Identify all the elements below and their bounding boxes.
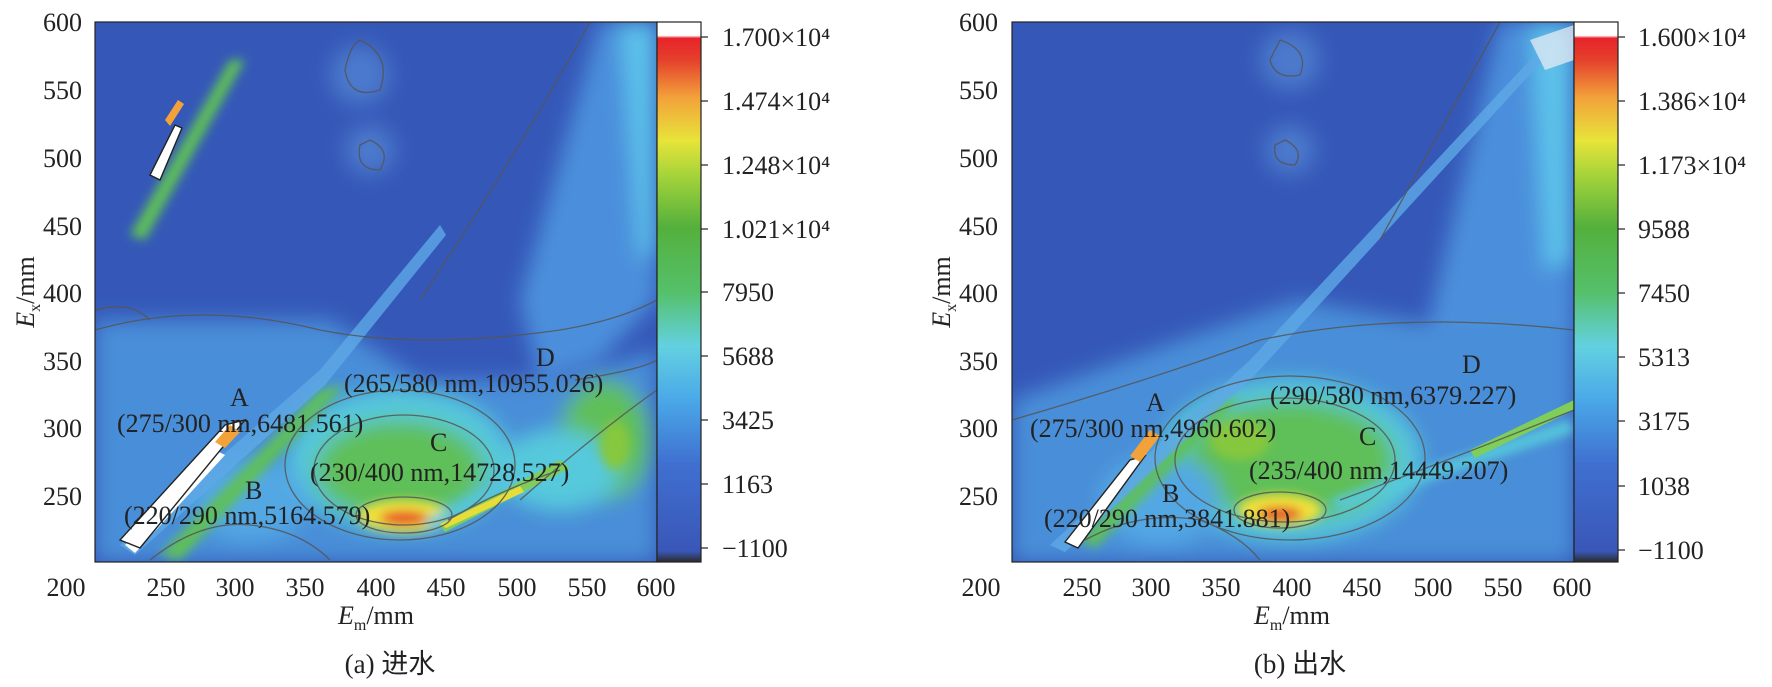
y-tick-label: 250 bbox=[43, 482, 82, 511]
y-tick-label: 550 bbox=[43, 76, 82, 105]
colorbar-tick-label: 1.600×10⁴ bbox=[1638, 23, 1746, 52]
x-tick-label: 500 bbox=[1414, 573, 1453, 602]
peak-label-b: (220/290 nm,3841.881) bbox=[1044, 504, 1290, 533]
peak-label-a: (275/300 nm,6481.561) bbox=[117, 409, 363, 438]
subplot-caption-a: (a) 进水 bbox=[345, 649, 436, 679]
heatmap-area-b bbox=[1012, 22, 1574, 562]
x-tick-label: 550 bbox=[1484, 573, 1523, 602]
colorbar-tick-label: 1.248×10⁴ bbox=[722, 151, 830, 180]
colorbar-tick-label: 1.700×10⁴ bbox=[722, 23, 830, 52]
panel-b: 200 250 300 350 400 450 500 550 600 250 … bbox=[927, 8, 1746, 679]
colorbar-tick-label: −1100 bbox=[1638, 536, 1704, 565]
x-tick-label: 200 bbox=[962, 573, 1001, 602]
y-tick-label: 450 bbox=[959, 212, 998, 241]
y-tick-label: 500 bbox=[43, 144, 82, 173]
colorbar-tick-label: 3425 bbox=[722, 406, 774, 435]
y-tick-label: 350 bbox=[43, 347, 82, 376]
y-tick-label: 600 bbox=[43, 8, 82, 37]
peak-letter-c: C bbox=[1359, 422, 1376, 451]
peak-letter-b: B bbox=[1162, 479, 1179, 508]
colorbar-tick-label: 1.173×10⁴ bbox=[1638, 151, 1746, 180]
peak-label-b: (220/290 nm,5164.579) bbox=[124, 501, 370, 530]
y-axis-title-b: Ex/mm bbox=[927, 256, 960, 329]
colorbar-tick-label: 1.021×10⁴ bbox=[722, 215, 830, 244]
y-tick-label: 600 bbox=[959, 8, 998, 37]
heatmap-area-a bbox=[95, 22, 657, 562]
y-tick-label: 300 bbox=[43, 414, 82, 443]
y-tick-label: 400 bbox=[43, 279, 82, 308]
x-tick-label: 250 bbox=[1063, 573, 1102, 602]
peak-label-c: (235/400 nm,14449.207) bbox=[1249, 456, 1508, 485]
colorbar-tick-label: 5688 bbox=[722, 342, 774, 371]
x-tick-label: 350 bbox=[286, 573, 325, 602]
x-tick-label: 350 bbox=[1202, 573, 1241, 602]
colorbar-tick-label: 5313 bbox=[1638, 343, 1690, 372]
x-tick-label: 300 bbox=[216, 573, 255, 602]
peak-letter-b: B bbox=[245, 476, 262, 505]
colorbar-tick-label: 7450 bbox=[1638, 279, 1690, 308]
y-tick-label: 250 bbox=[959, 482, 998, 511]
peak-label-c: (230/400 nm,14728.527) bbox=[310, 458, 569, 487]
colorbar-tick-label: 1.386×10⁴ bbox=[1638, 87, 1746, 116]
x-tick-label: 550 bbox=[568, 573, 607, 602]
colorbar-tick-label: 1038 bbox=[1638, 472, 1690, 501]
x-tick-label: 300 bbox=[1132, 573, 1171, 602]
x-tick-label: 400 bbox=[1273, 573, 1312, 602]
colorbar-tick-label: 1163 bbox=[722, 470, 773, 499]
colorbar-tick-label: 1.474×10⁴ bbox=[722, 87, 830, 116]
peak-letter-d: D bbox=[1462, 350, 1481, 379]
subplot-caption-b: (b) 出水 bbox=[1254, 649, 1346, 679]
peak-label-d: (265/580 nm,10955.026) bbox=[344, 369, 603, 398]
colorbar-tick-label: 3175 bbox=[1638, 407, 1690, 436]
x-axis-title-a: Em/mm bbox=[337, 601, 414, 634]
colorbar-tick-label: 9588 bbox=[1638, 215, 1690, 244]
x-tick-label: 200 bbox=[47, 573, 86, 602]
x-tick-label: 450 bbox=[427, 573, 466, 602]
y-tick-label: 450 bbox=[43, 212, 82, 241]
colorbar-tick-label: 7950 bbox=[722, 278, 774, 307]
peak-letter-a: A bbox=[230, 383, 249, 412]
x-tick-label: 600 bbox=[1553, 573, 1592, 602]
colorbar-a: 1.700×10⁴ 1.474×10⁴ 1.248×10⁴ 1.021×10⁴ … bbox=[656, 21, 830, 563]
panel-a: 200 250 300 350 400 450 500 550 600 250 … bbox=[11, 8, 830, 679]
x-tick-label: 400 bbox=[357, 573, 396, 602]
colorbar-tick-label: −1100 bbox=[722, 534, 788, 563]
x-axis-title-b: Em/mm bbox=[1253, 601, 1330, 634]
x-tick-label: 500 bbox=[498, 573, 537, 602]
colorbar-b: 1.600×10⁴ 1.386×10⁴ 1.173×10⁴ 9588 7450 … bbox=[1573, 21, 1746, 565]
peak-label-d: (290/580 nm,6379.227) bbox=[1270, 381, 1516, 410]
x-tick-label: 250 bbox=[147, 573, 186, 602]
peak-label-a: (275/300 nm,4960.602) bbox=[1030, 414, 1276, 443]
y-tick-label: 550 bbox=[959, 76, 998, 105]
y-tick-label: 350 bbox=[959, 347, 998, 376]
peak-letter-a: A bbox=[1146, 388, 1165, 417]
y-tick-label: 500 bbox=[959, 144, 998, 173]
peak-letter-c: C bbox=[430, 428, 447, 457]
x-tick-label: 600 bbox=[637, 573, 676, 602]
y-axis-title-a: Ex/mm bbox=[11, 256, 44, 329]
y-tick-label: 300 bbox=[959, 414, 998, 443]
y-tick-label: 400 bbox=[959, 279, 998, 308]
x-tick-label: 450 bbox=[1343, 573, 1382, 602]
peak-letter-d: D bbox=[536, 343, 555, 372]
